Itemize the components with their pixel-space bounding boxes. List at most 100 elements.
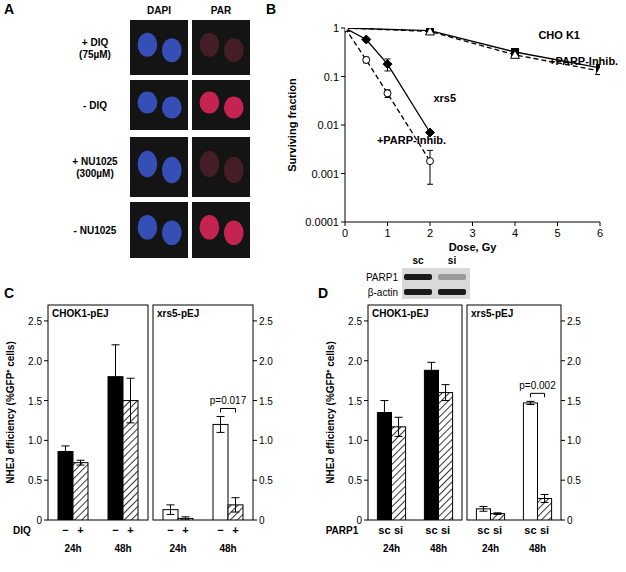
x-tick-label: 0 <box>342 227 348 239</box>
series-label: − <box>112 524 118 536</box>
nucleus <box>162 97 182 119</box>
category-label: 24h <box>64 543 81 554</box>
category-label: 48h <box>430 543 447 554</box>
series-label: sc <box>378 524 390 536</box>
y-tick-label: 1.0 <box>259 435 273 446</box>
nucleus <box>138 33 158 57</box>
series-label: si <box>441 524 450 536</box>
x-tick-label: 4 <box>512 227 518 239</box>
plot-area <box>163 416 243 520</box>
y-label: NHEJ efficiency (%GFP⁺ cells) <box>325 341 336 484</box>
y-tick-label: 0.5 <box>259 475 273 486</box>
p-value: p=0.002 <box>519 380 556 391</box>
error-bar <box>62 446 70 457</box>
y-tick <box>341 76 345 77</box>
blot-band <box>438 289 466 295</box>
nucleus <box>200 33 220 57</box>
marker <box>596 66 601 74</box>
nucleus <box>138 151 158 177</box>
x-label: Dose, Gy <box>449 241 498 253</box>
y-tick <box>364 480 368 481</box>
y-tick <box>364 400 368 401</box>
bar <box>392 427 406 520</box>
y-tick <box>253 400 257 401</box>
subplot-title: CHOK1-pEJ <box>372 308 429 319</box>
y-tick <box>561 400 565 401</box>
significance-bracket <box>221 408 236 412</box>
y-tick-label: 1.5 <box>567 396 581 407</box>
figure: ABCDDAPIPAR+ DIQ(75µM)- DIQ+ NU1025(300µ… <box>0 0 626 572</box>
marker <box>384 90 391 97</box>
micrograph <box>192 137 250 197</box>
marker <box>363 56 370 63</box>
series-label: − <box>62 524 68 536</box>
series-label: − <box>217 524 223 536</box>
subplot-title: xrs5-pEJ <box>157 308 199 319</box>
x-tick <box>387 222 388 226</box>
y-tick-label: 1.0 <box>28 435 42 446</box>
micrograph <box>192 20 250 75</box>
p-value: p=0.017 <box>210 395 247 406</box>
y-tick <box>341 28 345 29</box>
nucleus <box>200 92 220 114</box>
category-label: 48h <box>219 543 236 554</box>
subplot-title: CHOK1-pEJ <box>52 308 109 319</box>
nucleus <box>200 151 220 177</box>
y-tick-label: 1.5 <box>259 396 273 407</box>
series-label: + <box>182 524 188 536</box>
y-tick-label: 0.01 <box>318 119 339 131</box>
bar <box>213 424 228 520</box>
y-tick <box>341 222 345 223</box>
x-tick-label: 5 <box>554 227 560 239</box>
error-bar <box>217 416 225 432</box>
blot-band <box>404 274 432 280</box>
error-bar <box>395 417 403 436</box>
error-bar <box>526 401 534 404</box>
y-tick <box>253 480 257 481</box>
column-header: PAR <box>211 5 232 16</box>
micrograph <box>130 202 188 258</box>
y-tick-label: 0.001 <box>311 168 339 180</box>
panel-label: D <box>318 285 328 301</box>
nucleus <box>224 38 244 62</box>
y-tick-label: 2.5 <box>567 316 581 327</box>
category-label: 24h <box>169 543 186 554</box>
y-label: Surviving fraction <box>286 78 298 172</box>
y-tick <box>44 320 48 321</box>
panel-label: C <box>4 285 14 301</box>
y-tick <box>44 480 48 481</box>
x-tick-label: 2 <box>427 227 433 239</box>
x-tick <box>472 222 473 226</box>
x-tick <box>430 222 431 226</box>
y-tick <box>364 440 368 441</box>
plot-frame <box>368 305 462 520</box>
series-label: + <box>77 524 83 536</box>
y-tick-label: 0.5 <box>28 475 42 486</box>
plot-area <box>58 345 138 520</box>
micrograph <box>192 80 250 130</box>
marker <box>427 28 434 34</box>
marker <box>362 35 371 44</box>
bar <box>377 413 391 521</box>
plot-area <box>377 362 452 520</box>
error-bar <box>427 150 433 184</box>
marker <box>426 28 435 35</box>
bar <box>73 463 88 520</box>
series-label: si <box>394 524 403 536</box>
category-label: 24h <box>383 543 400 554</box>
micrograph <box>130 80 188 130</box>
error-bar <box>479 506 487 511</box>
marker <box>511 50 520 58</box>
nucleus <box>138 215 158 240</box>
micrograph <box>130 137 188 197</box>
row-label: (75µM) <box>79 49 111 60</box>
y-tick-label: 2.0 <box>259 356 273 367</box>
significance-bracket <box>530 393 544 397</box>
y-tick <box>44 400 48 401</box>
x-tick <box>515 222 516 226</box>
nucleus <box>138 92 158 114</box>
nucleus <box>224 220 244 245</box>
y-tick <box>44 440 48 441</box>
series-label: +PARP-Inhib. <box>377 134 446 146</box>
y-tick-label: 0 <box>567 515 573 526</box>
